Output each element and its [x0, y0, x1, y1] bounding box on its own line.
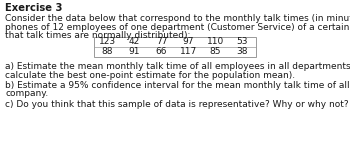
Text: 53: 53 — [237, 38, 248, 47]
Text: 97: 97 — [183, 38, 194, 47]
Bar — [94, 37, 256, 57]
Text: 77: 77 — [156, 38, 167, 47]
Text: 88: 88 — [102, 47, 113, 57]
Text: phones of 12 employees of one department (Customer Service) of a certain company: phones of 12 employees of one department… — [5, 22, 350, 32]
Text: 123: 123 — [99, 38, 116, 47]
Text: 117: 117 — [180, 47, 197, 57]
Text: company.: company. — [5, 89, 48, 99]
Text: calculate the best one-point estimate for the population mean).: calculate the best one-point estimate fo… — [5, 71, 295, 79]
Text: c) Do you think that this sample of data is representative? Why or why not?: c) Do you think that this sample of data… — [5, 100, 349, 109]
Text: Exercise 3: Exercise 3 — [5, 3, 62, 13]
Text: 91: 91 — [129, 47, 140, 57]
Text: that talk times are normally distributed):: that talk times are normally distributed… — [5, 31, 190, 40]
Text: 42: 42 — [129, 38, 140, 47]
Text: b) Estimate a 95% confidence interval for the mean monthly talk time of all empl: b) Estimate a 95% confidence interval fo… — [5, 81, 350, 90]
Text: 110: 110 — [207, 38, 224, 47]
Text: 66: 66 — [156, 47, 167, 57]
Text: a) Estimate the mean monthly talk time of all employees in all departments of th: a) Estimate the mean monthly talk time o… — [5, 62, 350, 71]
Text: 38: 38 — [237, 47, 248, 57]
Text: Consider the data below that correspond to the monthly talk times (in minutes) o: Consider the data below that correspond … — [5, 14, 350, 23]
Text: 85: 85 — [210, 47, 221, 57]
